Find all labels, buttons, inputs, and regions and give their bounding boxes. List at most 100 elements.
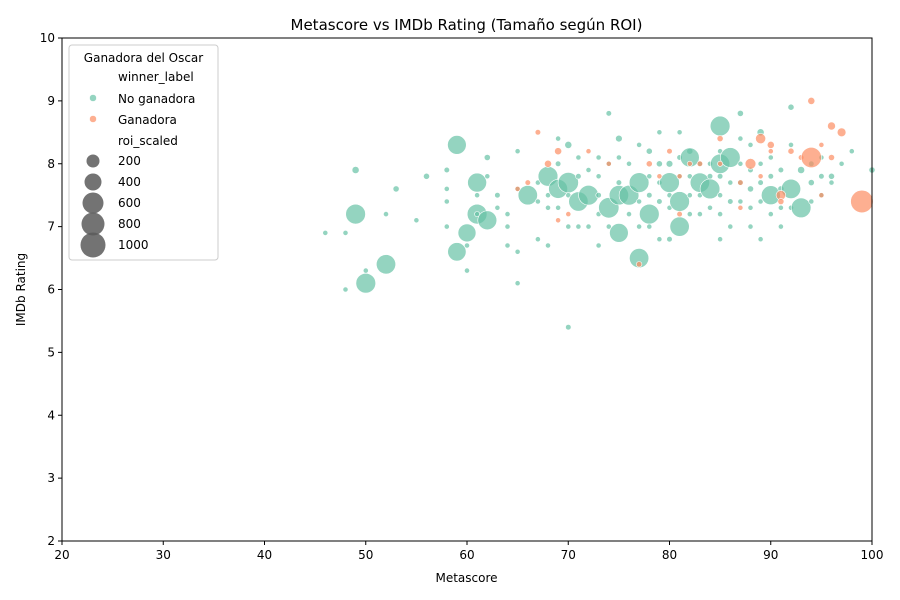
legend-title: Ganadora del Oscar <box>84 51 203 65</box>
point-no-ganadora-114 <box>699 178 721 200</box>
legend-size-label-800: 800 <box>118 217 141 231</box>
point-no-ganadora-44 <box>545 242 551 249</box>
point-no-ganadora-27 <box>484 173 491 180</box>
legend: Ganadora del Oscar winner_label No ganad… <box>68 44 219 261</box>
point-no-ganadora-7 <box>383 211 389 217</box>
point-no-ganadora-165 <box>848 148 855 155</box>
y-axis-label: IMDb Rating <box>14 253 28 326</box>
point-no-ganadora-14 <box>443 198 450 205</box>
point-no-ganadora-3 <box>351 166 360 174</box>
y-tick-label: 6 <box>47 283 55 297</box>
x-tick-label: 90 <box>763 548 778 562</box>
legend-label-no-ganadora: No ganadora <box>118 92 195 106</box>
point-ganadora-3 <box>544 159 552 168</box>
point-no-ganadora-77 <box>626 211 632 217</box>
x-axis-label: Metascore <box>435 571 497 585</box>
point-no-ganadora-141 <box>757 236 764 243</box>
point-no-ganadora-32 <box>504 242 511 249</box>
point-no-ganadora-58 <box>585 167 592 173</box>
point-no-ganadora-36 <box>514 280 521 287</box>
x-tick-label: 20 <box>54 548 69 562</box>
point-ganadora-25 <box>767 148 774 155</box>
point-ganadora-12 <box>666 148 673 155</box>
legend-size-marker-600 <box>82 192 104 214</box>
point-no-ganadora-72 <box>615 179 623 186</box>
point-no-ganadora-152 <box>780 178 801 199</box>
point-no-ganadora-83 <box>645 147 653 155</box>
x-tick-label: 40 <box>257 548 272 562</box>
point-no-ganadora-122 <box>717 236 723 243</box>
point-ganadora-21 <box>744 158 757 170</box>
point-ganadora-35 <box>828 154 835 161</box>
point-no-ganadora-53 <box>565 324 572 331</box>
point-no-ganadora-8 <box>375 254 396 275</box>
point-no-ganadora-163 <box>828 179 835 186</box>
y-tick-label: 10 <box>40 31 55 45</box>
point-no-ganadora-71 <box>616 154 622 161</box>
point-no-ganadora-126 <box>727 223 734 230</box>
y-axis: 2 3 4 5 6 7 8 9 10 <box>40 31 62 548</box>
point-no-ganadora-63 <box>595 192 602 199</box>
x-axis: 20 30 40 50 60 70 80 90 100 <box>54 541 883 562</box>
point-no-ganadora-57 <box>575 223 582 230</box>
point-no-ganadora-48 <box>555 204 561 211</box>
point-ganadora-6 <box>565 211 572 217</box>
legend-label-ganadora: Ganadora <box>118 113 177 127</box>
point-no-ganadora-131 <box>737 198 744 205</box>
point-no-ganadora-139 <box>757 179 764 186</box>
point-ganadora-27 <box>777 198 785 205</box>
point-no-ganadora-155 <box>790 197 812 219</box>
legend-size-label-400: 400 <box>118 175 141 189</box>
point-ganadora-18 <box>717 160 723 167</box>
point-no-ganadora-61 <box>595 154 602 161</box>
points-layer <box>322 97 876 331</box>
point-no-ganadora-35 <box>514 248 521 255</box>
point-no-ganadora-116 <box>709 115 731 137</box>
legend-size-header: roi_scaled <box>118 134 178 148</box>
point-no-ganadora-6 <box>355 273 376 294</box>
x-tick-label: 70 <box>561 548 576 562</box>
point-no-ganadora-140 <box>757 198 764 205</box>
point-ganadora-2 <box>534 129 542 136</box>
point-no-ganadora-19 <box>464 267 470 274</box>
point-ganadora-30 <box>807 97 816 105</box>
point-no-ganadora-55 <box>575 173 582 180</box>
point-ganadora-15 <box>686 160 693 167</box>
point-no-ganadora-106 <box>686 192 693 199</box>
y-tick-label: 9 <box>47 94 55 108</box>
y-tick-label: 4 <box>47 408 55 422</box>
point-ganadora-16 <box>696 160 704 167</box>
point-no-ganadora-11 <box>423 172 430 180</box>
point-no-ganadora-79 <box>628 172 650 193</box>
point-no-ganadora-88 <box>656 129 663 136</box>
chart-title: Metascore vs IMDb Rating (Tamaño según R… <box>291 16 643 34</box>
point-ganadora-8 <box>605 160 612 167</box>
point-no-ganadora-123 <box>720 147 741 168</box>
point-no-ganadora-148 <box>778 204 784 211</box>
point-no-ganadora-45 <box>555 135 561 142</box>
point-no-ganadora-81 <box>636 223 642 230</box>
point-no-ganadora-49 <box>564 140 573 149</box>
point-ganadora-36 <box>836 127 847 138</box>
point-ganadora-11 <box>656 173 663 180</box>
point-no-ganadora-24 <box>474 211 480 217</box>
point-ganadora-4 <box>554 147 562 156</box>
point-no-ganadora-91 <box>656 198 663 205</box>
legend-size-entries: 200 400 600 800 1000 <box>80 154 149 258</box>
y-tick-label: 3 <box>47 471 55 485</box>
point-no-ganadora-66 <box>605 110 612 117</box>
point-no-ganadora-52 <box>565 223 572 230</box>
point-ganadora-20 <box>737 204 744 211</box>
point-no-ganadora-21 <box>467 172 487 193</box>
point-no-ganadora-104 <box>679 147 700 168</box>
point-no-ganadora-16 <box>447 135 467 155</box>
point-no-ganadora-150 <box>787 103 795 111</box>
legend-size-label-1000: 1000 <box>118 238 149 252</box>
point-no-ganadora-143 <box>767 173 774 180</box>
legend-marker-ganadora <box>89 115 97 123</box>
point-no-ganadora-132 <box>747 141 754 148</box>
point-no-ganadora-127 <box>737 110 744 117</box>
y-tick-label: 8 <box>47 157 55 171</box>
point-ganadora-1 <box>524 179 531 186</box>
point-no-ganadora-39 <box>535 198 541 205</box>
